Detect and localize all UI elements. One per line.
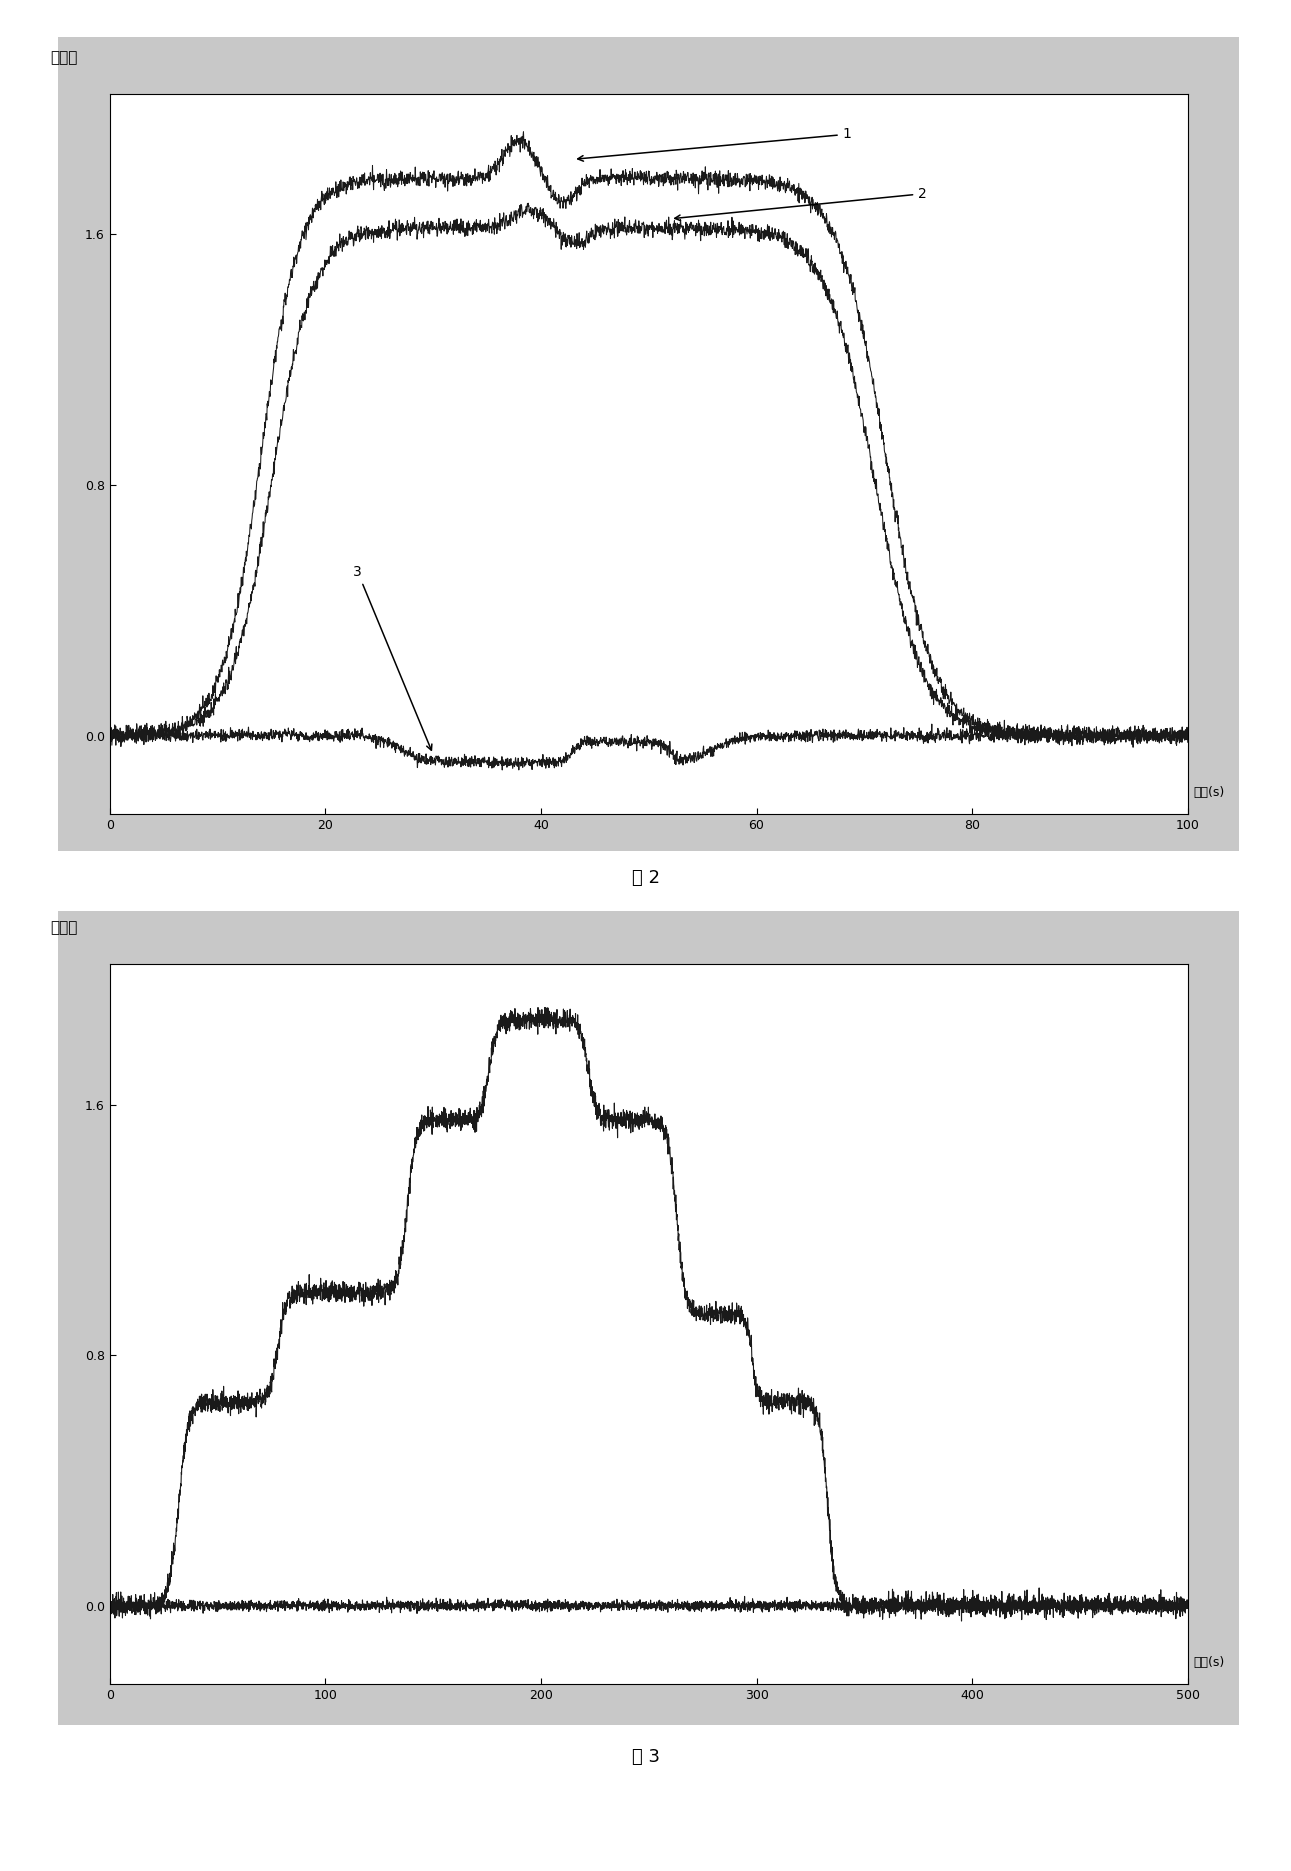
Text: 图 3: 图 3 [631, 1749, 660, 1766]
Text: 吸光度: 吸光度 [50, 51, 77, 65]
Text: 时间(s): 时间(s) [1193, 786, 1224, 799]
Text: 时间(s): 时间(s) [1193, 1656, 1224, 1669]
Text: 3: 3 [354, 565, 432, 750]
Text: 吸光度: 吸光度 [50, 921, 77, 936]
Text: 图 2: 图 2 [631, 870, 660, 887]
Text: 2: 2 [675, 187, 927, 221]
Text: 1: 1 [578, 127, 852, 161]
